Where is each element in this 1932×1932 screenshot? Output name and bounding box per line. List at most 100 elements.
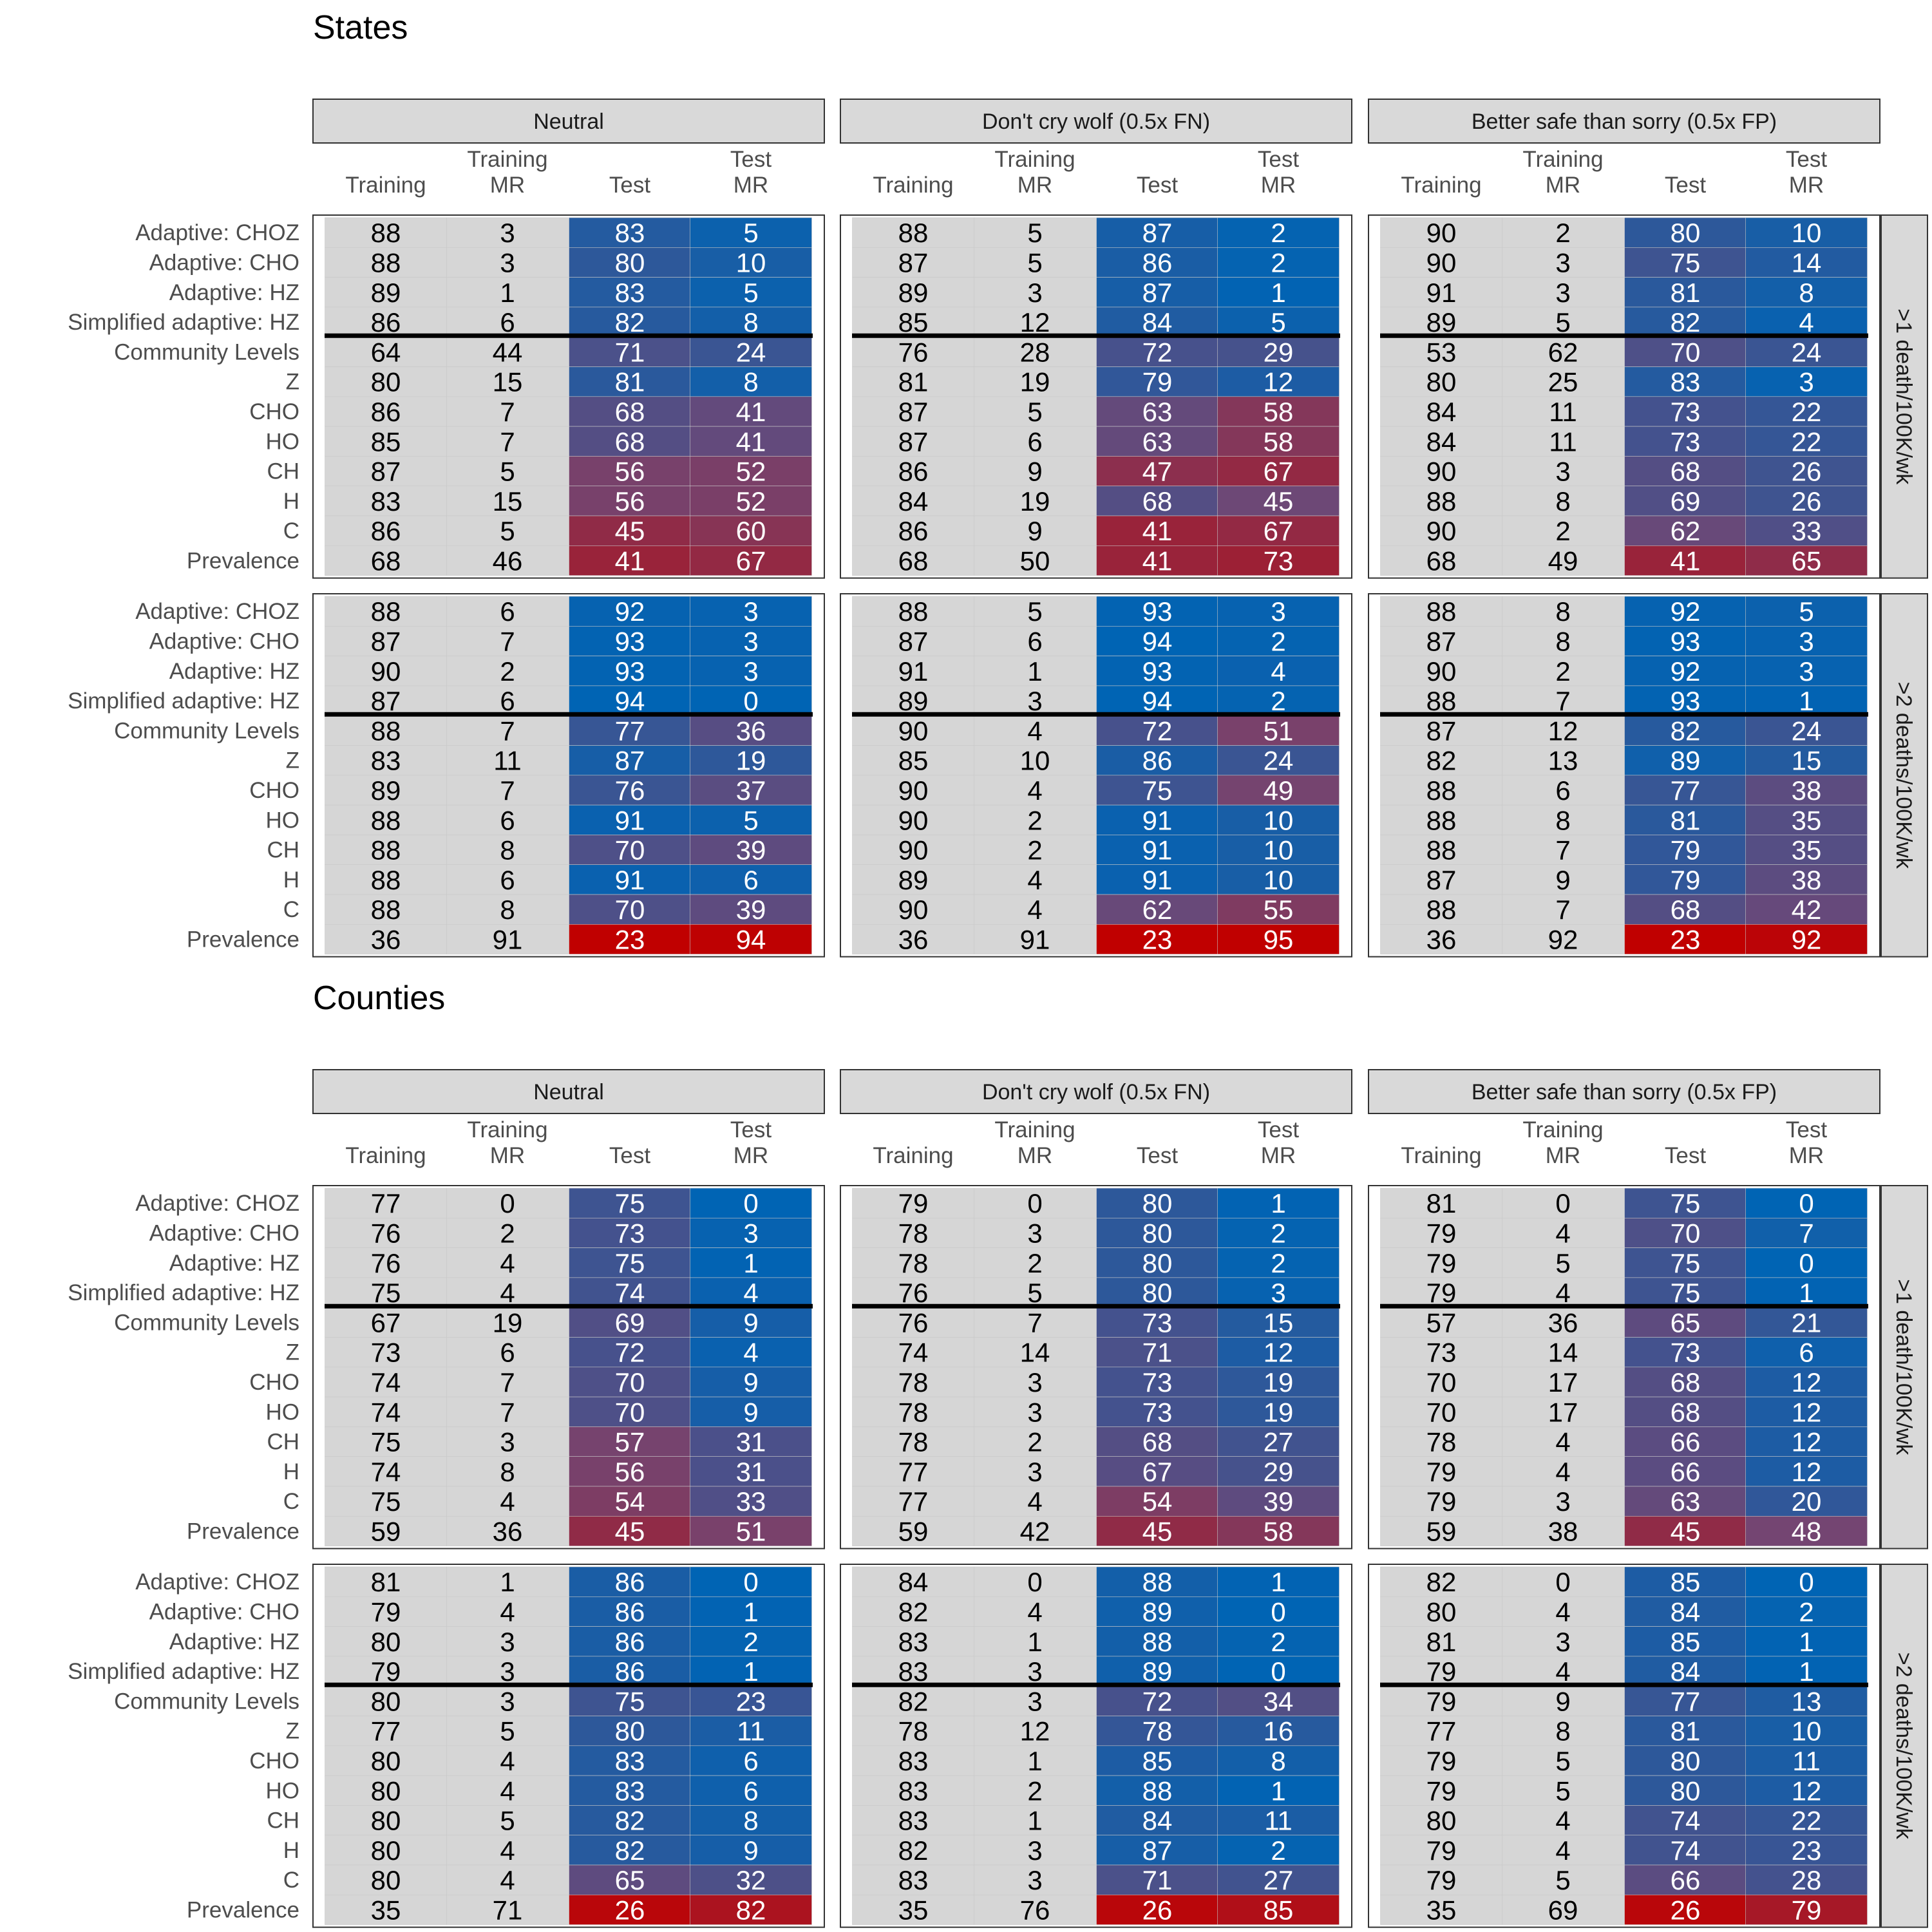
cell-value: 91 — [1426, 278, 1457, 308]
cell-value: 56 — [615, 1457, 645, 1487]
heat-cell — [974, 1805, 1096, 1835]
heat-cell — [446, 1656, 569, 1687]
heat-cell — [1502, 1775, 1624, 1806]
cell-value: 75 — [615, 1188, 645, 1218]
cell-value: 4 — [1555, 1596, 1570, 1627]
column-header: MR — [1018, 1143, 1052, 1168]
heat-cell — [1745, 1516, 1868, 1546]
heat-cell — [1624, 1307, 1747, 1338]
cell-value: 88 — [1426, 775, 1457, 806]
cell-value: 50 — [1020, 545, 1050, 576]
heat-cell — [974, 1456, 1096, 1487]
heat-cell — [852, 217, 974, 248]
cell-value: 75 — [371, 1427, 401, 1457]
heat-cell — [1745, 1188, 1868, 1218]
heat-cell — [1096, 1864, 1218, 1895]
cell-value: 91 — [615, 805, 645, 835]
heat-cell — [690, 366, 812, 397]
cell-value: 80 — [1426, 1806, 1457, 1836]
heat-cell — [569, 924, 691, 954]
heat-cell — [1502, 864, 1624, 895]
heat-cell — [852, 277, 974, 308]
heat-cell — [446, 1456, 569, 1487]
heat-cell — [1502, 625, 1624, 656]
cell-value: 45 — [615, 1516, 645, 1546]
heat-cell — [690, 1745, 812, 1776]
heat-cell — [1217, 804, 1340, 835]
heat-cell — [446, 247, 569, 278]
cell-value: 4 — [500, 1835, 515, 1866]
cell-value: 3 — [1555, 1486, 1570, 1517]
cell-value: 75 — [371, 1486, 401, 1517]
heat-cell — [1624, 656, 1747, 687]
cell-value: 77 — [898, 1457, 929, 1487]
heat-cell — [974, 1835, 1096, 1866]
heat-cell — [1502, 685, 1624, 716]
heat-cell — [1745, 1396, 1868, 1427]
heat-cell — [446, 366, 569, 397]
heat-cell — [446, 217, 569, 248]
cell-value: 67 — [371, 1307, 401, 1338]
cell-value: 15 — [493, 367, 523, 397]
cell-value: 77 — [1426, 1716, 1457, 1747]
heat-cell — [1096, 366, 1218, 397]
cell-value: 13 — [1792, 1686, 1822, 1716]
cell-value: 76 — [1020, 1895, 1050, 1925]
cell-value: 19 — [1020, 367, 1050, 397]
cell-value: 32 — [736, 1865, 766, 1895]
heat-cell — [446, 1895, 569, 1925]
heat-cell — [1380, 396, 1502, 427]
cell-value: 78 — [898, 1427, 929, 1457]
column-header: MR — [734, 1143, 768, 1168]
cell-value: 10 — [1264, 805, 1294, 835]
row-label: CHO — [249, 1748, 299, 1774]
heat-cell — [569, 894, 691, 925]
heat-cell — [1380, 596, 1502, 627]
heat-cell — [1217, 864, 1340, 895]
column-header: Training — [467, 1117, 547, 1142]
cell-value: 59 — [1426, 1516, 1457, 1546]
heat-cell — [325, 1247, 447, 1278]
cell-value: 75 — [1671, 1248, 1701, 1278]
heat-cell — [1624, 1835, 1747, 1866]
cell-value: 81 — [1426, 1627, 1457, 1657]
row-label: Simplified adaptive: HZ — [68, 1659, 299, 1684]
heat-cell — [1624, 1396, 1747, 1427]
heat-cell — [1096, 1895, 1218, 1925]
heat-cell — [1380, 1835, 1502, 1866]
cell-value: 90 — [1426, 247, 1457, 278]
heat-cell — [1502, 1656, 1624, 1687]
cell-value: 49 — [1548, 545, 1578, 576]
heat-cell — [569, 1426, 691, 1457]
cell-value: 68 — [1671, 457, 1701, 487]
heat-cell — [690, 1566, 812, 1597]
cell-value: 5 — [1555, 307, 1570, 337]
cell-value: 3 — [1027, 686, 1042, 716]
heat-cell — [1624, 1895, 1747, 1925]
cell-value: 11 — [1549, 426, 1577, 457]
cell-value: 79 — [1426, 1248, 1457, 1278]
heat-cell — [1217, 1367, 1340, 1397]
column-header: Training — [345, 173, 426, 198]
cell-value: 89 — [898, 865, 929, 895]
row-label: Adaptive: HZ — [169, 659, 299, 684]
row-label: HO — [266, 808, 300, 833]
heat-cell — [446, 396, 569, 427]
cell-value: 2 — [500, 656, 515, 687]
cell-value: 89 — [1671, 746, 1701, 776]
cell-value: 6 — [1027, 626, 1042, 656]
cell-value: 82 — [898, 1596, 929, 1627]
cell-value: 36 — [898, 924, 929, 954]
heat-cell — [1380, 1805, 1502, 1835]
cell-value: 78 — [898, 1248, 929, 1278]
cell-value: 7 — [1027, 1307, 1042, 1338]
heat-cell — [446, 515, 569, 546]
column-header: Test — [1137, 1143, 1178, 1168]
heat-cell — [569, 804, 691, 835]
cell-value: 83 — [1671, 367, 1701, 397]
heat-cell — [1380, 1486, 1502, 1517]
cell-value: 5 — [1027, 247, 1042, 278]
row-label: Prevalence — [187, 1519, 299, 1544]
section-title-states: States — [313, 9, 408, 46]
heat-cell — [569, 1367, 691, 1397]
